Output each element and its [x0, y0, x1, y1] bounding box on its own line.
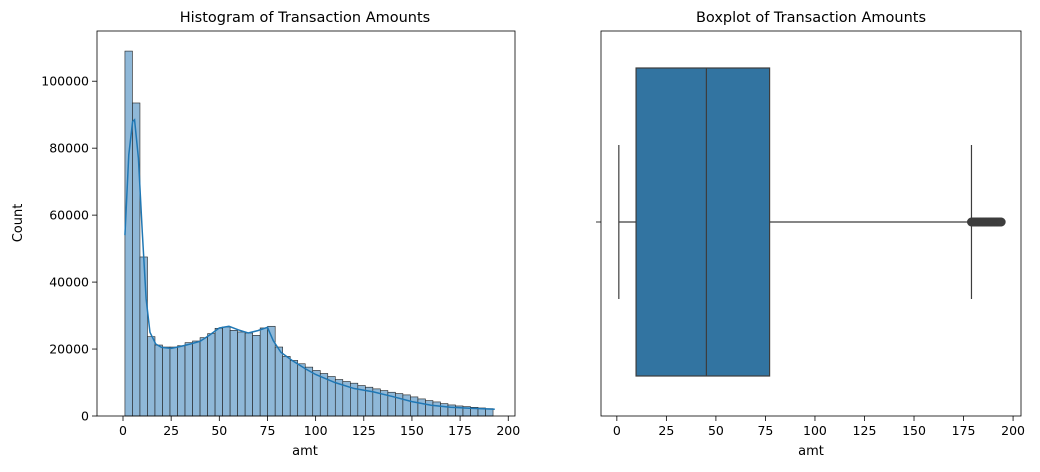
- histogram-bar: [432, 401, 441, 417]
- histogram-bar: [229, 329, 238, 417]
- histogram-bar: [274, 346, 283, 417]
- histogram-x-tick-label: 200: [496, 423, 520, 438]
- boxplot-x-tick-label: 25: [658, 423, 674, 438]
- histogram-bar: [222, 326, 231, 417]
- histogram-bar: [184, 342, 193, 417]
- boxplot-body: [618, 67, 1006, 377]
- histogram-y-tick-label: 0: [81, 409, 89, 424]
- histogram-bar: [154, 344, 163, 417]
- histogram-x-tick-label: 175: [448, 423, 472, 438]
- histogram-bar: [244, 332, 253, 417]
- histogram-x-tick-label: 125: [352, 423, 376, 438]
- histogram-x-tick-label: 0: [119, 423, 127, 438]
- histogram-bar: [199, 337, 208, 417]
- histogram-x-ticks: 0 25 50 75 100 125 150 175 200: [119, 416, 520, 438]
- boxplot-x-tick-label: 75: [757, 423, 773, 438]
- boxplot-panel: Boxplot of Transaction Amounts 0 25 50 75 10…: [596, 10, 1025, 459]
- histogram-bar: [259, 327, 268, 417]
- histogram-axes-frame: [96, 30, 516, 417]
- boxplot-outlier-point: [996, 217, 1006, 227]
- histogram-bar: [207, 333, 216, 417]
- histogram-bars: [124, 50, 494, 417]
- histogram-bar: [139, 256, 148, 417]
- histogram-bar: [124, 50, 133, 417]
- histogram-x-tick-label: 100: [304, 423, 328, 438]
- boxplot-box: [635, 67, 771, 377]
- histogram-bar: [214, 327, 223, 417]
- histogram-bar: [289, 360, 299, 417]
- histogram-x-tick-label: 75: [260, 423, 276, 438]
- histogram-bar: [237, 331, 246, 417]
- histogram-y-ticks: 0 20000 40000 60000 80000 100000: [41, 74, 97, 424]
- histogram-bar: [312, 370, 321, 417]
- histogram-bar: [162, 346, 171, 417]
- boxplot-x-tick-label: 125: [853, 423, 877, 438]
- boxplot-axes-frame: [600, 30, 1022, 417]
- histogram-bar: [304, 366, 314, 417]
- histogram-bar: [297, 363, 306, 417]
- histogram-y-tick-label: 100000: [41, 74, 89, 89]
- histogram-bar: [440, 403, 449, 417]
- boxplot-x-label: amt: [798, 444, 824, 459]
- histogram-bar: [177, 345, 186, 417]
- histogram-bar: [417, 398, 426, 417]
- histogram-kde-line: [124, 118, 495, 411]
- histogram-x-tick-label: 150: [400, 423, 424, 438]
- histogram-bar: [267, 325, 276, 417]
- histogram-panel: Histogram of Transaction Amounts 0 25 50 75…: [11, 10, 520, 459]
- histogram-bar: [425, 400, 434, 417]
- boxplot-x-tick-label: 0: [613, 423, 621, 438]
- boxplot-x-tick-label: 50: [708, 423, 724, 438]
- histogram-y-label: Count: [11, 204, 26, 243]
- histogram-y-tick-label: 60000: [49, 208, 89, 223]
- histogram-y-tick-label: 20000: [49, 342, 89, 357]
- histogram-bar: [147, 336, 156, 417]
- histogram-bar: [402, 394, 411, 417]
- histogram-bar: [252, 335, 261, 417]
- histogram-bar: [282, 356, 291, 417]
- boxplot-x-ticks: 0 25 50 75 100 125 150 175 200: [613, 416, 1025, 438]
- histogram-x-tick-label: 25: [163, 423, 179, 438]
- histogram-bar: [169, 346, 178, 417]
- histogram-bar: [410, 396, 419, 417]
- boxplot-x-tick-label: 175: [952, 423, 976, 438]
- boxplot-x-tick-label: 150: [902, 423, 926, 438]
- histogram-x-label: amt: [292, 444, 318, 459]
- boxplot-title: Boxplot of Transaction Amounts: [696, 10, 926, 26]
- boxplot-outliers: [966, 217, 1006, 227]
- histogram-bar: [192, 340, 201, 417]
- histogram-y-tick-label: 80000: [49, 141, 89, 156]
- histogram-x-tick-label: 50: [211, 423, 227, 438]
- boxplot-x-tick-label: 200: [1001, 423, 1025, 438]
- histogram-y-tick-label: 40000: [49, 275, 89, 290]
- boxplot-x-tick-label: 100: [803, 423, 827, 438]
- histogram-title: Histogram of Transaction Amounts: [180, 10, 431, 26]
- histogram-bar: [132, 102, 141, 417]
